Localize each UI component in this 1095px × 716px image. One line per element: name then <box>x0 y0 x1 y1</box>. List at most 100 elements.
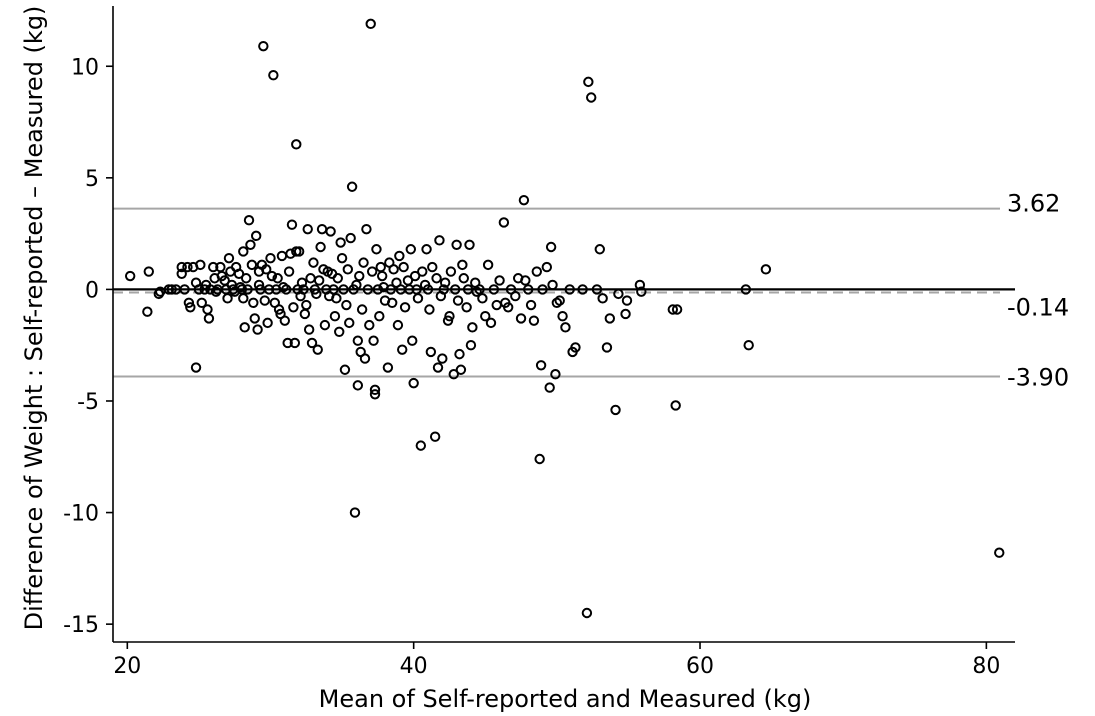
data-point <box>523 284 534 295</box>
data-point <box>239 322 250 333</box>
data-point <box>445 266 457 277</box>
data-point <box>371 244 382 255</box>
data-point <box>397 344 408 355</box>
data-point <box>238 293 249 304</box>
data-point <box>258 40 269 52</box>
data-point <box>369 384 381 396</box>
data-point <box>449 284 461 295</box>
data-point <box>464 239 475 250</box>
data-point <box>394 250 405 262</box>
data-point <box>361 223 372 235</box>
data-point <box>354 270 365 282</box>
data-point <box>316 223 328 235</box>
data-point <box>601 342 613 353</box>
data-point <box>249 313 260 324</box>
data-point <box>319 319 331 331</box>
data-point <box>467 322 478 333</box>
y-axis-title: Difference of Weight : Self-reported – M… <box>20 6 48 631</box>
data-point <box>498 217 510 228</box>
data-point <box>454 348 465 360</box>
data-point <box>331 293 342 304</box>
data-point <box>332 273 343 284</box>
data-point <box>313 275 325 286</box>
data-point <box>743 340 754 351</box>
data-point <box>199 284 210 295</box>
reference-line-label: -3.90 <box>1007 363 1069 391</box>
data-point <box>309 284 321 295</box>
data-point <box>382 362 394 373</box>
data-point <box>528 315 540 326</box>
data-point <box>452 295 464 306</box>
x-tick-label: 60 <box>686 654 714 679</box>
data-point <box>388 264 399 275</box>
data-point <box>352 380 364 391</box>
data-point <box>250 230 262 242</box>
data-point <box>525 299 537 311</box>
x-axis-title: Mean of Self-reported and Measured (kg) <box>319 685 812 713</box>
data-point <box>306 337 318 349</box>
data-point <box>265 252 276 264</box>
data-point <box>424 304 435 315</box>
data-point <box>289 337 301 349</box>
y-tick-label: 5 <box>85 167 99 192</box>
data-point <box>408 377 419 389</box>
data-point <box>282 337 293 349</box>
data-point <box>273 304 285 315</box>
data-point <box>208 261 219 273</box>
data-point <box>439 277 451 288</box>
data-point <box>564 284 575 295</box>
data-point <box>520 275 531 286</box>
data-point <box>233 268 245 279</box>
data-point <box>594 244 605 255</box>
data-point <box>485 317 497 329</box>
data-point <box>183 297 195 308</box>
data-point <box>534 453 545 465</box>
data-point <box>276 250 288 262</box>
data-point <box>301 299 312 311</box>
data-point <box>461 302 472 313</box>
data-point <box>432 362 444 373</box>
data-point <box>613 288 624 300</box>
data-point <box>994 547 1005 558</box>
data-point <box>474 284 485 295</box>
y-axis-ticks: 10 5 0 -5 -10 -15 <box>63 55 113 638</box>
data-point <box>286 219 298 230</box>
data-point <box>670 400 681 411</box>
y-tick-label: 10 <box>71 55 99 80</box>
x-tick-label: 40 <box>400 654 428 679</box>
data-point <box>398 261 409 273</box>
data-point <box>557 310 568 322</box>
data-point <box>480 310 491 322</box>
data-point <box>359 353 371 364</box>
data-point <box>238 246 249 257</box>
data-point <box>586 92 597 103</box>
data-point <box>671 304 683 315</box>
data-point <box>329 310 341 322</box>
data-point <box>242 284 253 295</box>
data-point <box>560 322 571 333</box>
data-point <box>124 270 136 282</box>
data-point <box>166 284 177 295</box>
data-point <box>369 389 381 400</box>
data-point <box>315 241 326 253</box>
data-point <box>417 266 428 277</box>
data-point <box>312 344 323 355</box>
data-point <box>399 302 411 313</box>
data-point <box>386 297 398 308</box>
data-point <box>335 237 346 248</box>
data-point <box>142 306 153 317</box>
data-point <box>299 308 311 320</box>
data-point <box>591 284 603 295</box>
data-point <box>415 440 427 451</box>
data-point <box>193 284 205 295</box>
data-point <box>421 244 432 255</box>
data-point <box>427 261 438 273</box>
data-point <box>243 215 255 226</box>
data-point <box>491 299 502 311</box>
data-point <box>358 257 369 268</box>
data-point <box>444 310 455 322</box>
data-point <box>268 69 279 81</box>
data-point <box>293 246 305 257</box>
data-point <box>760 264 772 275</box>
data-point <box>405 244 417 255</box>
